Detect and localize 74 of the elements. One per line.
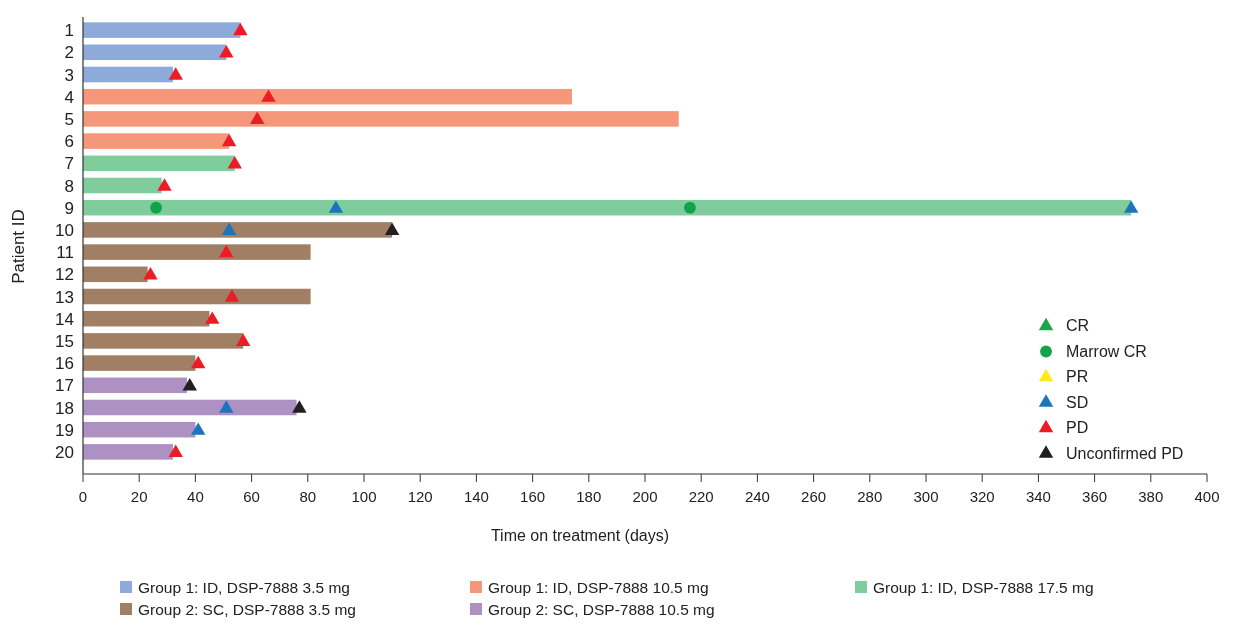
bar [83,244,311,260]
x-tick-label: 220 [688,488,714,505]
legend-label: SD [1066,393,1089,411]
y-tick-label: 14 [55,309,74,329]
legend-label: Unconfirmed PD [1066,444,1184,462]
x-tick-label: 400 [1194,488,1220,505]
bar [83,111,679,127]
y-tick-label: 5 [64,109,74,129]
x-tick-label: 40 [187,488,204,505]
bar [83,155,235,172]
x-tick-label: 60 [243,488,260,505]
x-tick-label: 100 [351,488,377,505]
y-tick-label: 13 [55,287,74,307]
x-axis-title: Time on treatment (days) [490,527,670,544]
bar [83,288,311,305]
y-tick-label: 10 [55,220,74,240]
legend-label: Group 1: ID, DSP-7888 10.5 mg [488,579,709,596]
bar [83,199,1132,216]
bar [83,399,297,416]
x-tick-label: 140 [463,488,489,505]
legend-label: PD [1066,419,1089,436]
legend-label: Marrow CR [1066,342,1147,360]
legend-label: Group 1: ID, DSP-7888 17.5 mg [873,579,1094,596]
y-tick-label: 8 [64,176,74,196]
bar [83,22,241,38]
y-axis-title: Patient ID [9,209,28,284]
bar [83,310,210,327]
x-tick-label: 260 [801,488,827,505]
x-tick-label: 180 [576,488,602,505]
bar [83,88,572,105]
x-tick-label: 0 [78,488,88,505]
x-tick-label: 80 [299,488,317,505]
bar [83,222,393,238]
y-tick-label: 16 [55,354,74,374]
legend-label: Group 2: SC, DSP-7888 3.5 mg [138,601,356,618]
x-tick-label: 240 [744,488,770,505]
x-tick-label: 120 [407,488,433,505]
y-tick-label: 17 [55,376,74,396]
y-tick-label: 1 [64,21,74,41]
bar [83,333,244,349]
y-tick-label: 7 [64,154,74,174]
x-tick-label: 340 [1025,488,1051,505]
bar [83,377,187,394]
y-tick-label: 19 [55,420,74,440]
bar [83,133,230,149]
x-tick-label: 200 [632,488,658,505]
bar [83,266,148,283]
x-tick-label: 20 [130,488,148,505]
y-tick-label: 11 [56,243,74,263]
legend-label: Group 2: SC, DSP-7888 10.5 mg [488,601,715,618]
y-tick-label: 3 [64,65,74,85]
y-tick-label: 2 [64,43,74,63]
bar [83,44,227,61]
x-tick-label: 360 [1082,488,1108,505]
bar [83,355,196,371]
x-tick-label: 300 [913,488,939,505]
y-tick-label: 9 [64,198,74,218]
legend-label: CR [1066,317,1090,334]
x-tick-label: 160 [520,488,546,505]
y-tick-label: 6 [64,132,74,152]
y-tick-label: 18 [55,398,74,418]
y-tick-label: 20 [55,442,74,462]
y-tick-label: 4 [64,87,74,107]
x-tick-label: 320 [969,488,995,505]
x-tick-label: 280 [857,488,883,505]
x-tick-label: 380 [1138,488,1164,505]
y-tick-label: 15 [55,331,74,351]
bar [83,444,173,460]
bar [83,177,162,194]
legend-label: PR [1066,368,1089,385]
y-tick-label: 12 [55,265,74,285]
legend-label: Group 1: ID, DSP-7888 3.5 mg [138,579,350,596]
bar [83,66,173,83]
bar [83,421,196,438]
